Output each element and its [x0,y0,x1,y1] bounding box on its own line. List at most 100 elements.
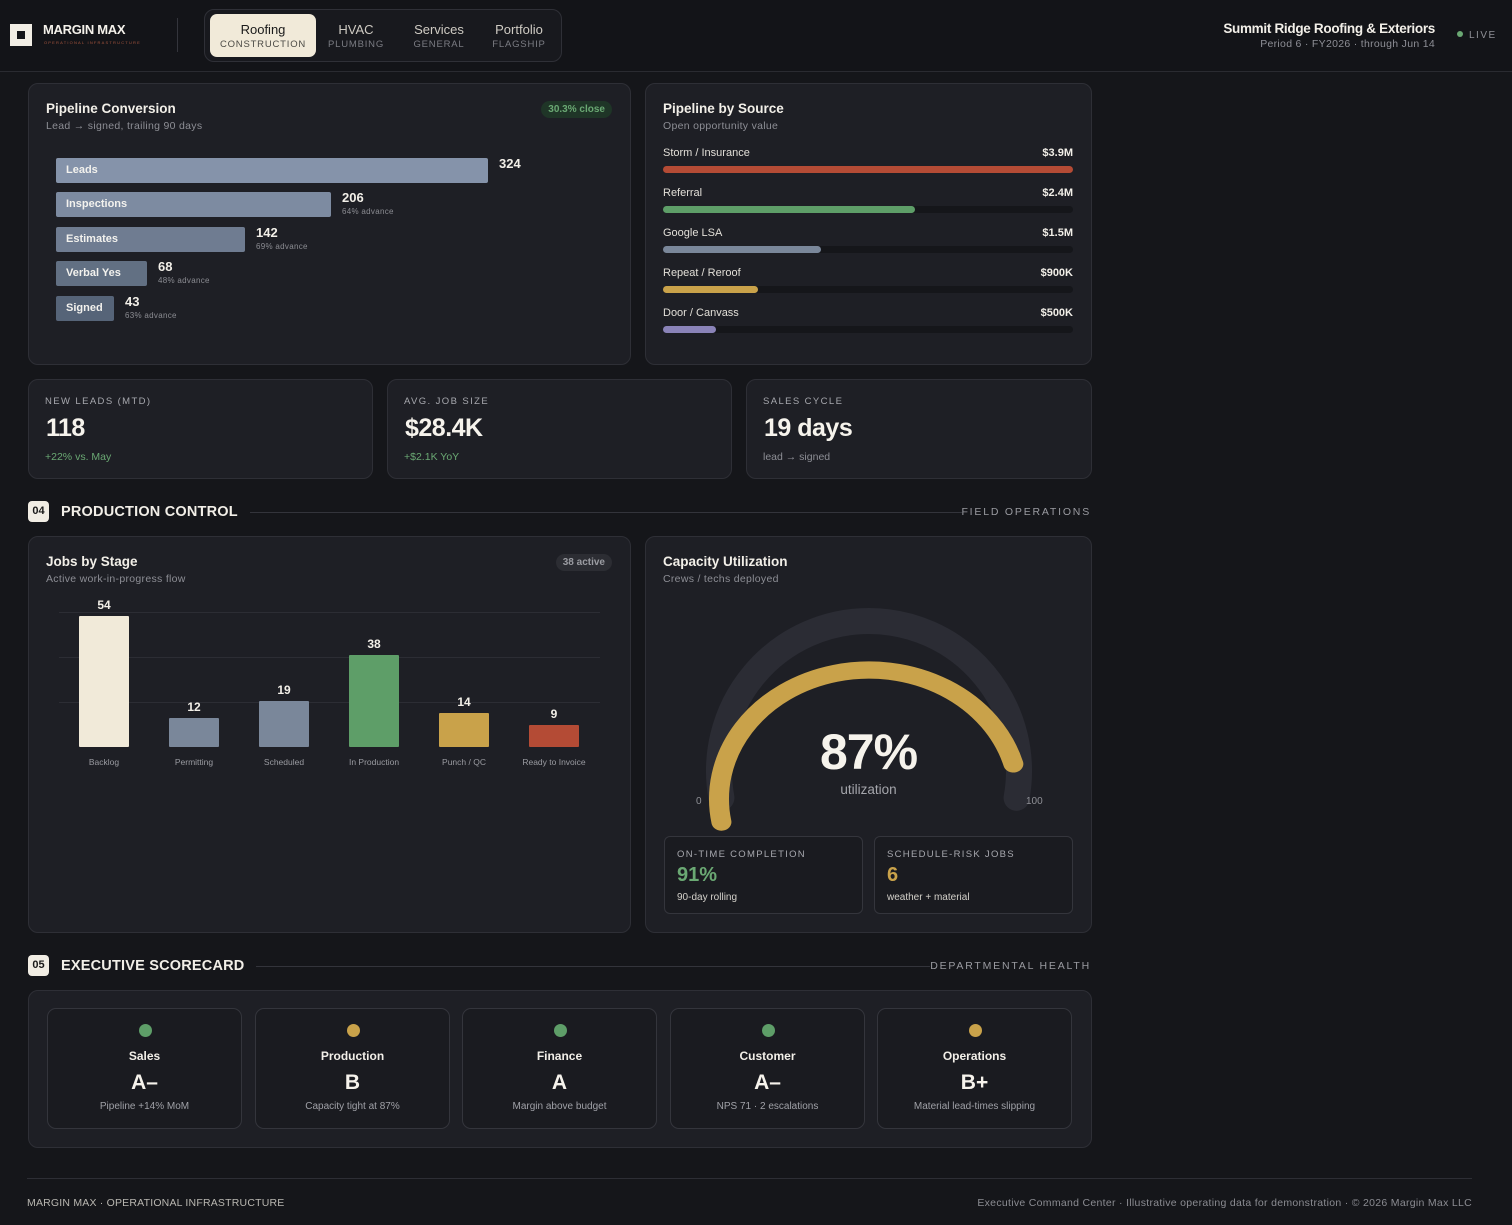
dept-name: Sales [128,1049,161,1063]
funnel-advance-rate: 69% advance [256,242,308,251]
funnel-bar: Estimates [56,227,245,252]
kpi-note: +22% vs. May [45,451,112,463]
kpi-label: NEW LEADS (MTD) [45,396,152,407]
dept-name: Customer [739,1049,796,1063]
score-sales[interactable]: Sales A– Pipeline +14% MoM [47,1008,242,1129]
utilization-value: 87% [819,724,918,780]
source-label: Repeat / Reroof [663,267,741,279]
industry-tabs: Roofing CONSTRUCTION HVAC PLUMBING Servi… [204,9,562,62]
pipeline-source-card: Pipeline by Source Open opportunity valu… [645,83,1092,365]
status-dot-icon [969,1024,982,1037]
kpi-new-leads: NEW LEADS (MTD) 118 +22% vs. May [28,379,373,479]
brand-tagline: OPERATIONAL INFRASTRUCTURE [44,40,141,45]
source-bar-fill [663,326,716,333]
source-label: Storm / Insurance [663,147,750,159]
source-value: $900K [1040,267,1073,279]
funnel-value: 206 [342,190,364,205]
card-subtitle: Lead → signed, trailing 90 days [46,120,203,132]
score-finance[interactable]: Finance A Margin above budget [462,1008,657,1129]
section-title: PRODUCTION CONTROL [61,504,238,520]
dept-note: Margin above budget [512,1101,607,1112]
live-dot-icon [1457,31,1463,37]
source-value: $2.4M [1042,187,1073,199]
section-title: EXECUTIVE SCORECARD [61,958,245,974]
source-value: $3.9M [1042,147,1073,159]
stage-category-label: In Production [348,757,400,767]
dept-note: NPS 71 · 2 escalations [716,1101,819,1112]
score-customer[interactable]: Customer A– NPS 71 · 2 escalations [670,1008,865,1129]
score-operations[interactable]: Operations B+ Material lead-times slippi… [877,1008,1072,1129]
dept-name: Production [320,1049,385,1063]
stage-value-label: 54 [97,598,111,612]
score-production[interactable]: Production B Capacity tight at 87% [255,1008,450,1129]
tab-roofing[interactable]: Roofing CONSTRUCTION [210,14,316,57]
grid-line [59,702,600,703]
tab-hvac[interactable]: HVAC PLUMBING [321,14,391,57]
funnel-bar: Signed [56,296,114,321]
live-indicator: LIVE [1457,30,1497,41]
stage-category-label: Punch / QC [442,757,486,767]
source-value: $500K [1040,307,1073,319]
tab-services[interactable]: Services GENERAL [399,14,479,57]
active-jobs-badge: 38 active [555,554,612,571]
funnel-advance-rate: 63% advance [125,311,177,320]
tab-sublabel: PLUMBING [327,39,385,50]
funnel-bar: Verbal Yes [56,261,147,286]
gauge-max-label: 100 [1026,796,1043,807]
metric-note: 90-day rolling [677,892,738,903]
dept-name: Finance [536,1049,583,1063]
tab-label: Portfolio [495,22,543,37]
kpi-note: lead → signed [763,451,831,463]
tab-sublabel: CONSTRUCTION [219,39,307,50]
stage-category-label: Scheduled [263,757,305,767]
funnel-bar: Leads [56,158,488,183]
stage-bar [439,713,489,747]
source-bar-fill [663,206,916,213]
utilization-gauge [706,608,1032,831]
funnel-advance-rate: 64% advance [342,207,394,216]
company-name: Summit Ridge Roofing & Exteriors [1223,21,1435,36]
source-bar-track [663,166,1073,173]
section-number: 04 [28,501,49,522]
source-bar-fill [663,166,1073,173]
kpi-label: SALES CYCLE [763,396,844,407]
logo-mark [10,24,32,46]
kpi-note: +$2.1K YoY [404,451,460,463]
source-label: Referral [663,187,703,199]
kpi-label: AVG. JOB SIZE [404,396,490,407]
stage-value-label: 9 [550,707,558,721]
card-title: Pipeline by Source [663,101,784,116]
kpi-value: 118 [46,414,85,442]
status-dot-icon [139,1024,152,1037]
capacity-card: Capacity Utilization Crews / techs deplo… [645,536,1092,933]
card-subtitle: Crews / techs deployed [663,573,779,585]
source-label: Google LSA [663,227,723,239]
funnel-stage-label: Leads [66,164,98,176]
section-tag: FIELD OPERATIONS [961,506,1091,518]
metric-value: 91% [677,864,718,886]
metric-note: weather + material [887,892,970,903]
dept-note: Material lead-times slipping [913,1101,1036,1112]
tab-sublabel: FLAGSHIP [492,39,546,50]
status-dot-icon [554,1024,567,1037]
footer-divider [27,1178,1472,1179]
company-block: Summit Ridge Roofing & Exteriors Period … [1223,21,1435,50]
status-dot-icon [347,1024,360,1037]
funnel-value: 43 [125,294,140,309]
section-divider [250,512,962,513]
stage-category-label: Permitting [174,757,214,767]
source-bar-track [663,326,1073,333]
funnel-stage-label: Inspections [66,198,128,210]
on-time-completion-card: ON-TIME COMPLETION 91% 90-day rolling [664,836,863,914]
source-bar-track [663,246,1073,253]
dept-name: Operations [942,1049,1007,1063]
stage-bar [79,616,129,747]
tab-label: HVAC [338,22,374,37]
jobs-by-stage-card: Jobs by Stage Active work-in-progress fl… [28,536,631,933]
section-tag: DEPARTMENTAL HEALTH [930,960,1091,972]
source-bar-track [663,206,1073,213]
stage-value-label: 38 [367,637,381,651]
tab-portfolio[interactable]: Portfolio FLAGSHIP [481,14,557,57]
dept-grade: A– [131,1071,158,1094]
tab-label: Services [414,22,464,37]
